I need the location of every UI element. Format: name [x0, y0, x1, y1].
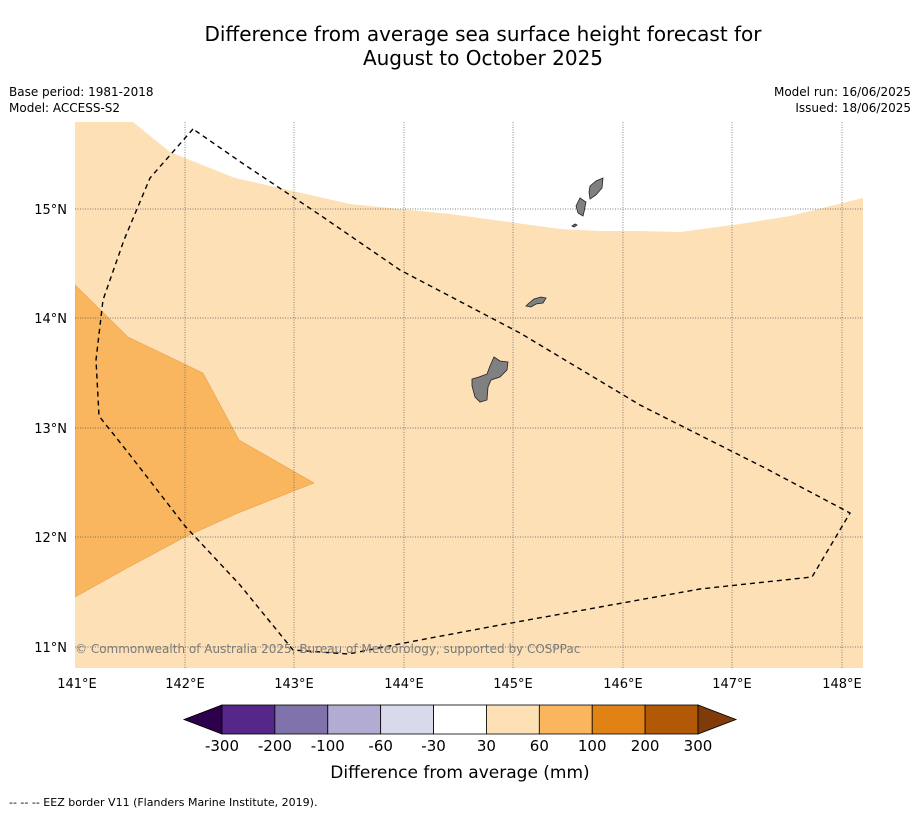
lon-label: 141°E	[57, 677, 97, 692]
map-area: © Commonwealth of Australia 2025, Bureau…	[75, 122, 863, 668]
grid-lines	[75, 122, 863, 668]
colorbar-tick-label: 300	[684, 737, 713, 755]
model-run: Model run: 16/06/2025	[773, 85, 911, 99]
colorbar-segment	[433, 704, 487, 735]
saipan-island	[588, 177, 604, 200]
lon-label: 142°E	[165, 677, 205, 692]
lon-label: 145°E	[493, 677, 533, 692]
colorbar-tick-label: -30	[421, 737, 446, 755]
colorbar-segment	[380, 704, 434, 735]
base-period: Base period: 1981-2018	[9, 85, 154, 99]
colorbar-tick-label: 60	[530, 737, 549, 755]
map-title: Difference from average sea surface heig…	[0, 22, 919, 70]
colorbar-tick-label: -100	[311, 737, 345, 755]
colorbar-segment	[221, 704, 276, 735]
colorbar	[182, 704, 738, 735]
meta-left: Base period: 1981-2018 Model: ACCESS-S2	[9, 84, 154, 116]
lon-labels: 141°E 142°E 143°E 144°E 145°E 146°E 147°…	[57, 677, 862, 692]
lon-label: 148°E	[822, 677, 862, 692]
colorbar-segment	[486, 704, 540, 735]
lat-label: 14°N	[34, 312, 67, 327]
colorbar-extend-low	[182, 704, 223, 735]
lat-label: 13°N	[34, 422, 67, 437]
title-line-2: August to October 2025	[362, 46, 604, 70]
aguijan-island	[571, 223, 578, 228]
title-line-1: Difference from average sea surface heig…	[204, 22, 762, 46]
issued-date: Issued: 18/06/2025	[795, 101, 911, 115]
colorbar-tick-label: 30	[477, 737, 496, 755]
meta-right: Model run: 16/06/2025 Issued: 18/06/2025	[774, 84, 911, 116]
lon-label: 144°E	[384, 677, 424, 692]
colorbar-segment	[538, 704, 593, 735]
lon-label: 143°E	[274, 677, 314, 692]
tinian-island	[575, 197, 587, 217]
colorbar-segment	[591, 704, 646, 735]
colorbar-segment	[644, 704, 699, 735]
lat-label: 12°N	[34, 531, 67, 546]
colorbar-tick-label: 200	[631, 737, 660, 755]
guam-island	[471, 356, 509, 403]
anomaly-region-60-100	[75, 284, 315, 598]
colorbar-extend-high	[697, 704, 738, 735]
colorbar-ticks: -300 -200 -100 -60 -30 30 60 100 200 300	[205, 737, 712, 755]
lat-label: 11°N	[34, 641, 67, 656]
colorbar-label: Difference from average (mm)	[330, 763, 589, 783]
lon-label: 147°E	[712, 677, 752, 692]
colorbar-segment	[327, 704, 382, 735]
colorbar-tick-label: 100	[578, 737, 607, 755]
eez-legend-footer: -- -- -- EEZ border V11 (Flanders Marine…	[9, 796, 318, 809]
lat-labels: 15°N 14°N 13°N 12°N 11°N	[34, 203, 67, 656]
anomaly-region-30-60	[75, 122, 863, 668]
rota-island	[525, 296, 547, 308]
model-name: Model: ACCESS-S2	[9, 101, 121, 115]
lon-label: 146°E	[603, 677, 643, 692]
copyright-text: © Commonwealth of Australia 2025, Bureau…	[75, 642, 580, 656]
lat-label: 15°N	[34, 203, 67, 218]
eez-border	[95, 128, 851, 655]
islands	[471, 177, 604, 403]
colorbar-tick-label: -300	[205, 737, 239, 755]
colorbar-tick-label: -60	[368, 737, 393, 755]
colorbar-tick-label: -200	[258, 737, 292, 755]
colorbar-segment	[274, 704, 329, 735]
